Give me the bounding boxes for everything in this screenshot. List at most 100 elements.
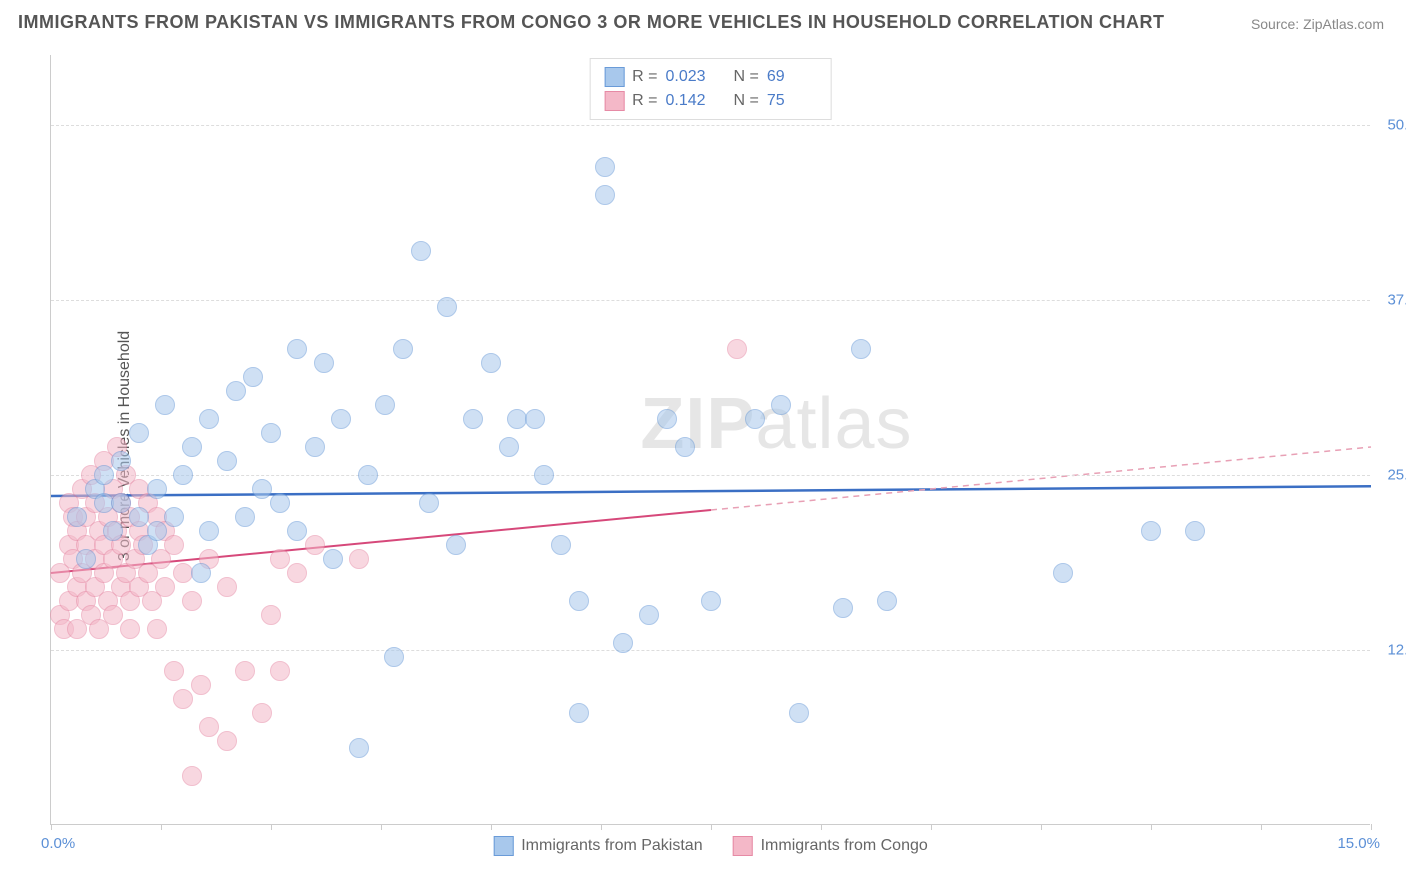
data-point: [525, 409, 545, 429]
data-point: [349, 549, 369, 569]
data-point: [437, 297, 457, 317]
x-tick: [1261, 824, 1262, 830]
legend-series-label: Immigrants from Congo: [761, 837, 928, 855]
data-point: [103, 521, 123, 541]
data-point: [226, 381, 246, 401]
data-point: [164, 507, 184, 527]
data-point: [287, 563, 307, 583]
data-point: [1141, 521, 1161, 541]
source-attribution: Source: ZipAtlas.com: [1251, 16, 1384, 32]
data-point: [639, 605, 659, 625]
data-point: [191, 563, 211, 583]
data-point: [675, 437, 695, 457]
data-point: [411, 241, 431, 261]
data-point: [182, 591, 202, 611]
data-point: [252, 479, 272, 499]
x-tick: [271, 824, 272, 830]
gridline: [51, 650, 1370, 651]
legend-series: Immigrants from Pakistan Immigrants from …: [493, 836, 928, 856]
data-point: [446, 535, 466, 555]
data-point: [595, 185, 615, 205]
x-tick: [601, 824, 602, 830]
data-point: [727, 339, 747, 359]
data-point: [314, 353, 334, 373]
data-point: [569, 703, 589, 723]
data-point: [305, 437, 325, 457]
data-point: [534, 465, 554, 485]
gridline: [51, 125, 1370, 126]
data-point: [129, 423, 149, 443]
data-point: [789, 703, 809, 723]
data-point: [375, 395, 395, 415]
legend-series-label: Immigrants from Pakistan: [521, 837, 702, 855]
x-tick: [491, 824, 492, 830]
data-point: [419, 493, 439, 513]
data-point: [499, 437, 519, 457]
data-point: [120, 619, 140, 639]
x-axis-min-label: 0.0%: [41, 835, 75, 852]
data-point: [657, 409, 677, 429]
plot-area: ZIPatlas R =0.023N =69R =0.142N =75 0.0%…: [50, 55, 1370, 825]
x-tick: [161, 824, 162, 830]
legend-series-item: Immigrants from Pakistan: [493, 836, 702, 856]
data-point: [147, 619, 167, 639]
data-point: [613, 633, 633, 653]
x-tick: [51, 824, 52, 830]
data-point: [129, 507, 149, 527]
x-tick: [1151, 824, 1152, 830]
data-point: [235, 507, 255, 527]
x-tick: [1371, 824, 1372, 830]
y-tick-label: 37.5%: [1375, 292, 1406, 309]
data-point: [217, 731, 237, 751]
data-point: [358, 465, 378, 485]
data-point: [851, 339, 871, 359]
data-point: [745, 409, 765, 429]
y-tick-label: 12.5%: [1375, 642, 1406, 659]
data-point: [1185, 521, 1205, 541]
data-point: [199, 521, 219, 541]
gridline: [51, 300, 1370, 301]
y-tick-label: 25.0%: [1375, 467, 1406, 484]
gridline: [51, 475, 1370, 476]
data-point: [771, 395, 791, 415]
data-point: [595, 157, 615, 177]
x-tick: [1041, 824, 1042, 830]
chart-title: IMMIGRANTS FROM PAKISTAN VS IMMIGRANTS F…: [18, 12, 1165, 33]
data-point: [384, 647, 404, 667]
source-label: Source:: [1251, 16, 1299, 32]
data-point: [173, 689, 193, 709]
data-point: [191, 675, 211, 695]
data-point: [155, 395, 175, 415]
source-value: ZipAtlas.com: [1303, 16, 1384, 32]
data-point: [199, 717, 219, 737]
x-tick: [821, 824, 822, 830]
data-point: [701, 591, 721, 611]
data-point: [287, 339, 307, 359]
data-point: [76, 549, 96, 569]
data-point: [103, 605, 123, 625]
data-point: [155, 577, 175, 597]
legend-series-item: Immigrants from Congo: [733, 836, 928, 856]
data-point: [481, 353, 501, 373]
data-point: [323, 549, 343, 569]
data-point: [270, 661, 290, 681]
data-point: [331, 409, 351, 429]
data-point: [270, 493, 290, 513]
x-tick: [711, 824, 712, 830]
data-point: [463, 409, 483, 429]
data-point: [305, 535, 325, 555]
data-point: [349, 738, 369, 758]
data-point: [833, 598, 853, 618]
data-point: [182, 766, 202, 786]
data-point: [147, 521, 167, 541]
data-point: [67, 507, 87, 527]
data-point: [270, 549, 290, 569]
data-point: [1053, 563, 1073, 583]
x-tick: [931, 824, 932, 830]
data-point: [217, 577, 237, 597]
data-point: [164, 661, 184, 681]
data-point: [164, 535, 184, 555]
data-point: [235, 661, 255, 681]
data-point: [147, 479, 167, 499]
data-point: [261, 605, 281, 625]
